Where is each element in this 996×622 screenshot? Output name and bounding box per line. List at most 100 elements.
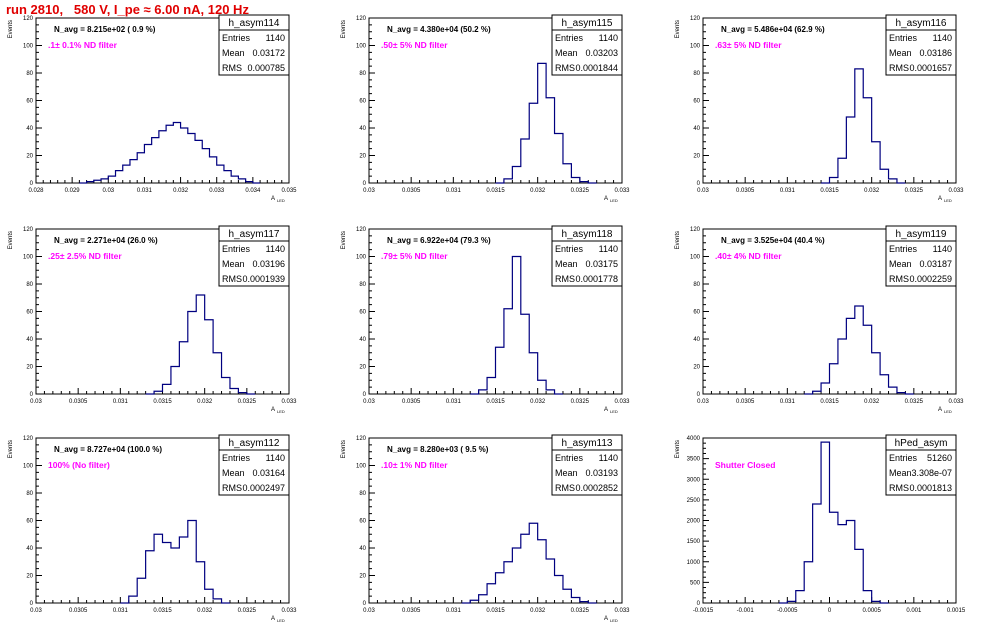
x-tick-label: 0.032 xyxy=(197,608,213,614)
stats-box xyxy=(885,225,957,287)
y-tick-label: 40 xyxy=(693,126,700,132)
stats-key: RMS xyxy=(555,274,575,284)
stats-value: 0.0001657 xyxy=(909,63,952,73)
x-axis-label: A LED xyxy=(604,407,618,414)
y-tick-label: 0 xyxy=(30,601,34,607)
stats-value: 0.0001844 xyxy=(575,63,618,73)
stats-key: RMS xyxy=(555,63,575,73)
y-tick-label: 100 xyxy=(356,44,367,50)
x-tick-label: 0.0305 xyxy=(69,399,88,405)
stats-box xyxy=(551,14,623,76)
x-tick-label: 0.001 xyxy=(906,608,922,614)
navg-label: N_avg = 5.486e+04 (62.9 %) xyxy=(721,25,825,34)
y-tick-label: 0 xyxy=(697,392,701,398)
stats-key: Entries xyxy=(555,244,584,254)
x-tick-label: 0.033 xyxy=(614,399,630,405)
x-tick-label: 0.034 xyxy=(245,188,261,194)
filter-annotation: .63± 5% ND filter xyxy=(715,40,782,50)
filter-annotation: Shutter Closed xyxy=(715,460,775,470)
stats-title: h_asym119 xyxy=(896,229,947,240)
x-tick-label: 0.031 xyxy=(113,399,129,405)
x-tick-label: 0.031 xyxy=(446,399,462,405)
y-tick-label: 0 xyxy=(363,181,367,187)
stats-value: 1140 xyxy=(933,244,952,254)
histogram-panel-hPed_asym: -0.0015 -0.001 -0.0005 0 0.0005 0.001 0.0015 0 5… xyxy=(675,434,966,614)
x-tick-label: 0.03 xyxy=(363,608,375,614)
stats-key: RMS xyxy=(222,274,242,284)
stats-value: 1140 xyxy=(933,33,952,43)
x-tick-label: 0.0305 xyxy=(402,608,421,614)
stats-key: RMS xyxy=(889,274,909,284)
y-tick-label: 500 xyxy=(690,580,701,586)
filter-annotation: .1± 0.1% ND filter xyxy=(48,40,118,50)
x-tick-label: 0.031 xyxy=(780,188,796,194)
stats-value: 3.308e-07 xyxy=(911,468,952,478)
x-tick-label: -0.0005 xyxy=(777,608,798,614)
x-tick-label: -0.0015 xyxy=(693,608,714,614)
y-tick-label: 100 xyxy=(23,44,34,50)
stats-title: h_asym115 xyxy=(562,18,613,29)
x-tick-label: 0.032 xyxy=(530,188,546,194)
x-tick-label: 0.0325 xyxy=(571,399,590,405)
y-tick-label: 40 xyxy=(26,337,33,343)
x-tick-label: 0.028 xyxy=(28,188,44,194)
stats-key: Mean xyxy=(889,48,912,58)
y-tick-label: 120 xyxy=(690,227,701,233)
stats-value: 0.03186 xyxy=(919,48,952,58)
stats-key: Entries xyxy=(222,244,251,254)
x-tick-label: 0.033 xyxy=(948,399,964,405)
navg-label: N_avg = 3.525e+04 (40.4 %) xyxy=(721,236,825,245)
x-axis-label: A LED xyxy=(271,616,285,622)
x-tick-label: 0.033 xyxy=(614,608,630,614)
x-tick-label: 0.0005 xyxy=(862,608,881,614)
x-tick-label: 0.03 xyxy=(363,188,375,194)
y-tick-label: 80 xyxy=(359,282,366,288)
stats-value: 1140 xyxy=(266,453,285,463)
x-tick-label: 0.029 xyxy=(65,188,81,194)
stats-key: Entries xyxy=(555,33,584,43)
y-tick-label: 60 xyxy=(359,99,366,105)
stats-value: 0.0001939 xyxy=(242,274,285,284)
stats-box xyxy=(218,434,290,496)
y-tick-label: 20 xyxy=(359,365,366,371)
stats-title: h_asym112 xyxy=(229,438,280,449)
x-tick-label: 0.031 xyxy=(113,608,129,614)
y-tick-label: 60 xyxy=(26,519,33,525)
stats-value: 0.03187 xyxy=(919,259,952,269)
x-tick-label: 0.0315 xyxy=(153,608,172,614)
histogram-line xyxy=(495,62,597,184)
stats-key: Mean xyxy=(222,48,245,58)
stats-key: Mean xyxy=(889,259,912,269)
y-tick-label: 100 xyxy=(23,464,34,470)
x-tick-label: 0.031 xyxy=(446,188,462,194)
y-tick-label: 1000 xyxy=(687,560,701,566)
y-tick-label: 20 xyxy=(693,154,700,160)
stats-title: h_asym118 xyxy=(562,229,613,240)
x-axis-label: A LED xyxy=(604,196,618,203)
y-tick-label: 80 xyxy=(359,491,366,497)
x-tick-label: 0.03 xyxy=(102,188,114,194)
y-tick-label: 80 xyxy=(693,282,700,288)
y-tick-label: 80 xyxy=(359,71,366,77)
y-tick-label: 120 xyxy=(23,436,34,442)
histogram-line xyxy=(79,121,261,184)
stats-key: RMS xyxy=(222,63,242,73)
stats-value: 0.0002852 xyxy=(575,483,618,493)
x-tick-label: 0.0315 xyxy=(820,188,839,194)
stats-key: Mean xyxy=(222,259,245,269)
y-tick-label: 120 xyxy=(356,16,367,22)
histogram-panel-h_asym114: 0.028 0.029 0.03 0.031 0.032 0.033 0.034 0.035 0… xyxy=(8,14,297,203)
y-axis-label: Events xyxy=(8,231,14,249)
x-tick-label: 0.0315 xyxy=(153,399,172,405)
y-tick-label: 80 xyxy=(26,282,33,288)
histogram-panel-h_asym113: 0.03 0.0305 0.031 0.0315 0.032 0.0325 0.033 0 20… xyxy=(341,434,630,622)
stats-value: 0.03193 xyxy=(585,468,618,478)
y-axis-label: Events xyxy=(8,20,14,38)
y-tick-label: 100 xyxy=(690,255,701,261)
stats-key: RMS xyxy=(555,483,575,493)
stats-key: RMS xyxy=(889,63,909,73)
y-tick-label: 20 xyxy=(26,574,33,580)
x-tick-label: 0.033 xyxy=(281,399,297,405)
filter-annotation: .79± 5% ND filter xyxy=(381,251,448,261)
x-tick-label: 0.031 xyxy=(780,399,796,405)
